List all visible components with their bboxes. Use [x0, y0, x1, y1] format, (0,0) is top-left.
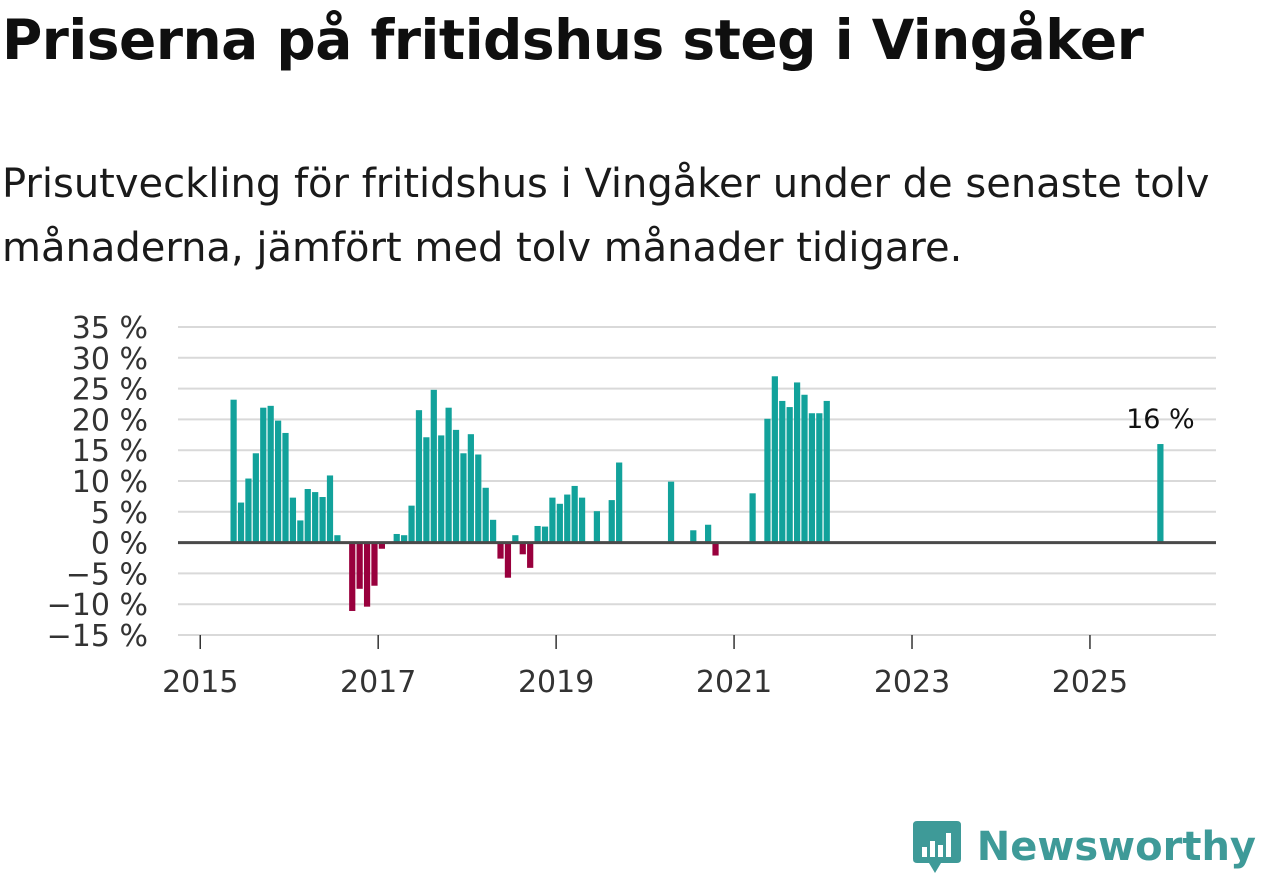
- bar: [786, 407, 793, 543]
- x-axis: 2015 2017 2019 2021 2023 2025: [162, 634, 1216, 700]
- bar: [378, 542, 385, 549]
- y-tick-label: 0 %: [91, 527, 148, 562]
- bar: [245, 478, 252, 543]
- bar: [297, 520, 304, 543]
- bar: [260, 407, 267, 543]
- annotations: 16 %: [1126, 404, 1195, 435]
- y-tick-label: −10 %: [47, 588, 148, 623]
- bar: [771, 376, 778, 543]
- y-tick-label: 35 %: [72, 311, 148, 346]
- bar: [319, 497, 326, 543]
- bar: [230, 399, 237, 543]
- x-tick-label: 2019: [518, 665, 594, 700]
- bar: [497, 542, 504, 559]
- chart-subtitle: Prisutveckling för fritidshus i Vingåker…: [2, 161, 1210, 271]
- bar: [793, 382, 801, 543]
- bar: [371, 542, 378, 586]
- y-tick-label: 30 %: [72, 342, 148, 377]
- bar: [564, 494, 571, 543]
- bar: [690, 530, 697, 543]
- data-label: 16 %: [1126, 404, 1195, 435]
- bar: [356, 542, 363, 589]
- bar: [445, 407, 452, 543]
- bar: [534, 525, 541, 543]
- bar: [393, 533, 400, 543]
- bar: [705, 524, 712, 543]
- brand-name: Newsworthy: [976, 824, 1256, 870]
- y-tick-label: 25 %: [72, 373, 148, 408]
- bar: [667, 481, 675, 543]
- bar: [519, 542, 526, 555]
- bar: [408, 505, 415, 543]
- y-tick-label: −5 %: [66, 557, 148, 592]
- bar: [475, 454, 482, 543]
- bar: [460, 453, 467, 543]
- bar: [571, 485, 578, 543]
- x-tick-label: 2023: [874, 665, 950, 700]
- bar: [326, 475, 334, 543]
- bar: [823, 400, 830, 543]
- bar: [556, 503, 563, 543]
- y-tick-label: 5 %: [91, 496, 148, 531]
- newsworthy-logo-icon: [912, 821, 961, 873]
- bar: [578, 497, 586, 543]
- bar: [801, 394, 808, 543]
- bar: [764, 418, 771, 543]
- chart-title: Priserna på fritidshus steg i Vingåker: [2, 8, 1144, 72]
- x-tick-label: 2025: [1052, 665, 1128, 700]
- x-tick-label: 2015: [162, 665, 238, 700]
- bar-chart: 35 %30 %25 %20 %15 %10 %5 %0 %−5 %−10 %−…: [47, 311, 1216, 700]
- bar: [482, 487, 489, 543]
- bar: [304, 489, 311, 543]
- x-tick-label: 2021: [696, 665, 772, 700]
- bar: [438, 435, 445, 543]
- bar: [452, 429, 460, 543]
- bar: [549, 497, 556, 543]
- bar: [274, 420, 282, 543]
- bar: [816, 413, 823, 543]
- brand-footer: Newsworthy: [911, 819, 1256, 875]
- bar: [363, 542, 371, 607]
- bar: [616, 462, 623, 543]
- y-tick-label: −15 %: [47, 619, 148, 654]
- bar: [289, 497, 297, 543]
- bar: [267, 405, 274, 543]
- bar: [401, 535, 408, 543]
- bar: [512, 535, 519, 543]
- bar: [541, 526, 549, 543]
- bar: [237, 502, 245, 543]
- bar: [282, 432, 289, 543]
- bar: [467, 434, 474, 543]
- bar: [490, 519, 497, 543]
- bar: [423, 437, 430, 543]
- grid-lines: [178, 326, 1216, 636]
- bar: [593, 511, 601, 543]
- y-tick-label: 20 %: [72, 403, 148, 438]
- y-tick-label: 10 %: [72, 465, 148, 500]
- bar: [808, 413, 816, 543]
- bar: [430, 389, 437, 543]
- bar: [712, 542, 719, 556]
- bar: [527, 542, 534, 568]
- bar: [1157, 444, 1164, 543]
- x-tick-label: 2017: [340, 665, 416, 700]
- bar: [608, 500, 615, 543]
- bar: [312, 492, 319, 543]
- bars: [230, 376, 1164, 611]
- bar: [504, 542, 512, 578]
- y-tick-label: 15 %: [72, 434, 148, 469]
- bar: [749, 493, 756, 543]
- bar: [415, 410, 423, 543]
- bar: [334, 535, 341, 543]
- bar: [349, 542, 356, 611]
- y-axis-labels: 35 %30 %25 %20 %15 %10 %5 %0 %−5 %−10 %−…: [47, 311, 148, 654]
- bar: [252, 453, 259, 543]
- bar: [779, 400, 786, 543]
